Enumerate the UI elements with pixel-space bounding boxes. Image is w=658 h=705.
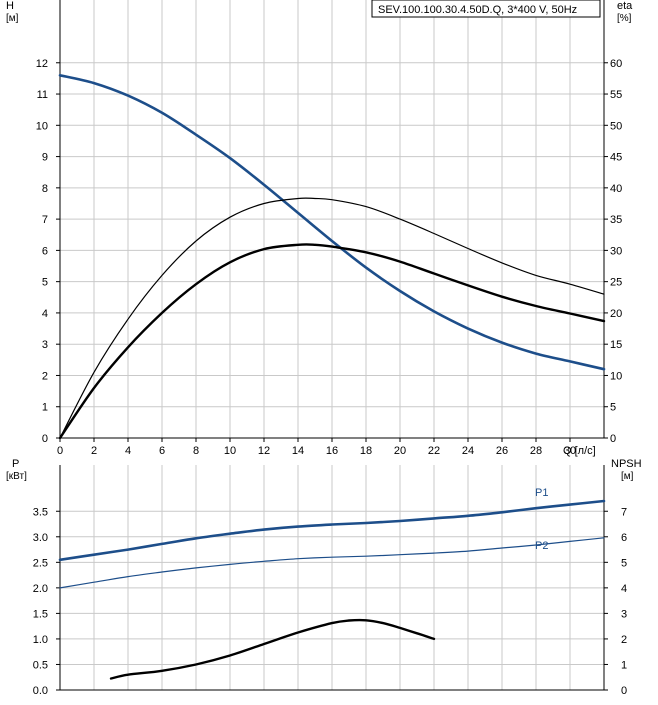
h-tick-label: 4 — [42, 308, 48, 320]
p-tick-label: 0.0 — [33, 685, 48, 697]
total-efficiency-curve — [58, 243, 606, 440]
q-tick-label: 22 — [428, 445, 440, 457]
p1-series-label: P1 — [535, 487, 548, 499]
efficiency-curve — [59, 197, 605, 439]
p-tick-label: 2.5 — [33, 557, 48, 569]
legend-box — [371, 0, 601, 18]
upper-curves — [58, 74, 606, 440]
eta-tick-label: 10 — [610, 370, 622, 382]
h-tick-label: 5 — [42, 277, 48, 289]
q-tick-label: 30 — [564, 445, 576, 457]
q-tick-label: 20 — [394, 445, 406, 457]
h-axis-unit: [м] — [6, 13, 19, 24]
npsh-tick-label: 7 — [621, 506, 627, 518]
q-tick-label: 4 — [125, 445, 131, 457]
eta-tick-label: 15 — [610, 339, 622, 351]
npsh-tick-label: 1 — [621, 659, 627, 671]
p2-series-label: P2 — [535, 540, 548, 552]
eta-tick-label: 35 — [610, 214, 622, 226]
eta-tick-label: 50 — [610, 120, 622, 132]
npsh-tick-label: 2 — [621, 634, 627, 646]
h-tick-label: 8 — [42, 183, 48, 195]
eta-tick-label: 25 — [610, 277, 622, 289]
q-tick-label: 12 — [258, 445, 270, 457]
q-tick-label: 26 — [496, 445, 508, 457]
q-tick-label: 2 — [91, 445, 97, 457]
p-tick-label: 1.0 — [33, 634, 48, 646]
q-tick-label: 6 — [159, 445, 165, 457]
h-tick-label: 9 — [42, 152, 48, 164]
npsh-tick-label: 5 — [621, 557, 627, 569]
eta-tick-label: 0 — [610, 433, 616, 445]
npsh-tick-label: 4 — [621, 583, 627, 595]
npsh-tick-label: 0 — [621, 685, 627, 697]
h-tick-label: 2 — [42, 370, 48, 382]
eta-axis-unit: [%] — [617, 13, 632, 24]
npsh-axis-unit: [м] — [621, 471, 634, 482]
p-tick-label: 0.5 — [33, 659, 48, 671]
q-tick-label: 24 — [462, 445, 474, 457]
eta-tick-label: 60 — [610, 58, 622, 70]
h-axis-label: H — [6, 0, 14, 12]
eta-axis-label: eta — [617, 0, 633, 12]
eta-tick-label: 55 — [610, 89, 622, 101]
head-curve — [58, 74, 606, 371]
h-tick-label: 0 — [42, 433, 48, 445]
upper-grid: 0123456789101112051015202530354045505560… — [36, 0, 622, 457]
h-tick-label: 7 — [42, 214, 48, 226]
p-tick-label: 2.0 — [33, 583, 48, 595]
h-tick-label: 12 — [36, 58, 48, 70]
eta-tick-label: 40 — [610, 183, 622, 195]
eta-tick-label: 45 — [610, 152, 622, 164]
p-tick-label: 3.5 — [33, 506, 48, 518]
h-tick-label: 3 — [42, 339, 48, 351]
npsh-tick-label: 3 — [621, 608, 627, 620]
lower-curves — [58, 499, 606, 680]
q-tick-label: 16 — [326, 445, 338, 457]
q-tick-label: 28 — [530, 445, 542, 457]
p-axis-label: P — [12, 458, 19, 470]
p-tick-label: 3.0 — [33, 532, 48, 544]
p-axis-unit: [кВт] — [6, 471, 27, 482]
h-tick-label: 1 — [42, 402, 48, 414]
eta-tick-label: 5 — [610, 402, 616, 414]
h-tick-label: 10 — [36, 120, 48, 132]
npsh-axis-label: NPSH — [611, 458, 642, 470]
p1-curve — [58, 499, 606, 562]
npsh-curve — [109, 618, 436, 680]
h-tick-label: 6 — [42, 245, 48, 257]
p2-curve — [59, 537, 605, 589]
q-axis-label: Q [л/с] — [563, 445, 596, 457]
q-tick-label: 8 — [193, 445, 199, 457]
eta-tick-label: 20 — [610, 308, 622, 320]
eta-tick-label: 30 — [610, 245, 622, 257]
q-tick-label: 18 — [360, 445, 372, 457]
q-tick-label: 14 — [292, 445, 304, 457]
h-tick-label: 11 — [37, 89, 48, 101]
q-tick-label: 0 — [57, 445, 63, 457]
q-tick-label: 10 — [224, 445, 236, 457]
npsh-tick-label: 6 — [621, 532, 627, 544]
legend-model-text: SEV.100.100.30.4.50D.Q, 3*400 V, 50Hz — [378, 4, 577, 16]
p-tick-label: 1.5 — [33, 608, 48, 620]
